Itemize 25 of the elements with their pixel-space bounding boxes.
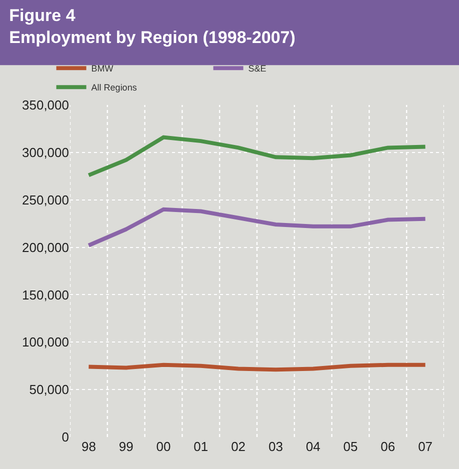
y-tick-label: 200,000 bbox=[22, 240, 69, 255]
x-tick-label: 00 bbox=[156, 439, 171, 454]
legend-label: All Regions bbox=[91, 82, 138, 93]
line-series bbox=[86, 135, 428, 178]
chart-title: Figure 4 bbox=[9, 6, 76, 26]
y-tick-label: 50,000 bbox=[29, 382, 69, 398]
y-tick-label: 250,000 bbox=[22, 192, 69, 208]
x-tick-label: 05 bbox=[343, 439, 358, 454]
y-tick-label: 0 bbox=[62, 430, 69, 445]
legend-label: S&E bbox=[248, 64, 266, 74]
x-tick-label: 03 bbox=[268, 439, 283, 454]
x-tick-label: 07 bbox=[418, 439, 433, 454]
y-tick-label: 100,000 bbox=[22, 334, 69, 350]
line-series bbox=[86, 207, 428, 248]
chart-subtitle: Employment by Region (1998-2007) bbox=[9, 28, 296, 48]
x-tick-label: 98 bbox=[81, 439, 96, 454]
x-tick-label: 04 bbox=[306, 439, 320, 454]
x-tick-label: 02 bbox=[231, 439, 246, 454]
x-tick-label: 99 bbox=[118, 439, 134, 454]
y-tick-label: 300,000 bbox=[22, 144, 69, 160]
y-tick-label: 150,000 bbox=[22, 287, 69, 302]
y-tick-label: 350,000 bbox=[22, 98, 69, 113]
x-tick-label: 01 bbox=[194, 439, 208, 454]
legend-label: BMW bbox=[91, 64, 114, 74]
x-tick-label: 06 bbox=[380, 439, 396, 454]
